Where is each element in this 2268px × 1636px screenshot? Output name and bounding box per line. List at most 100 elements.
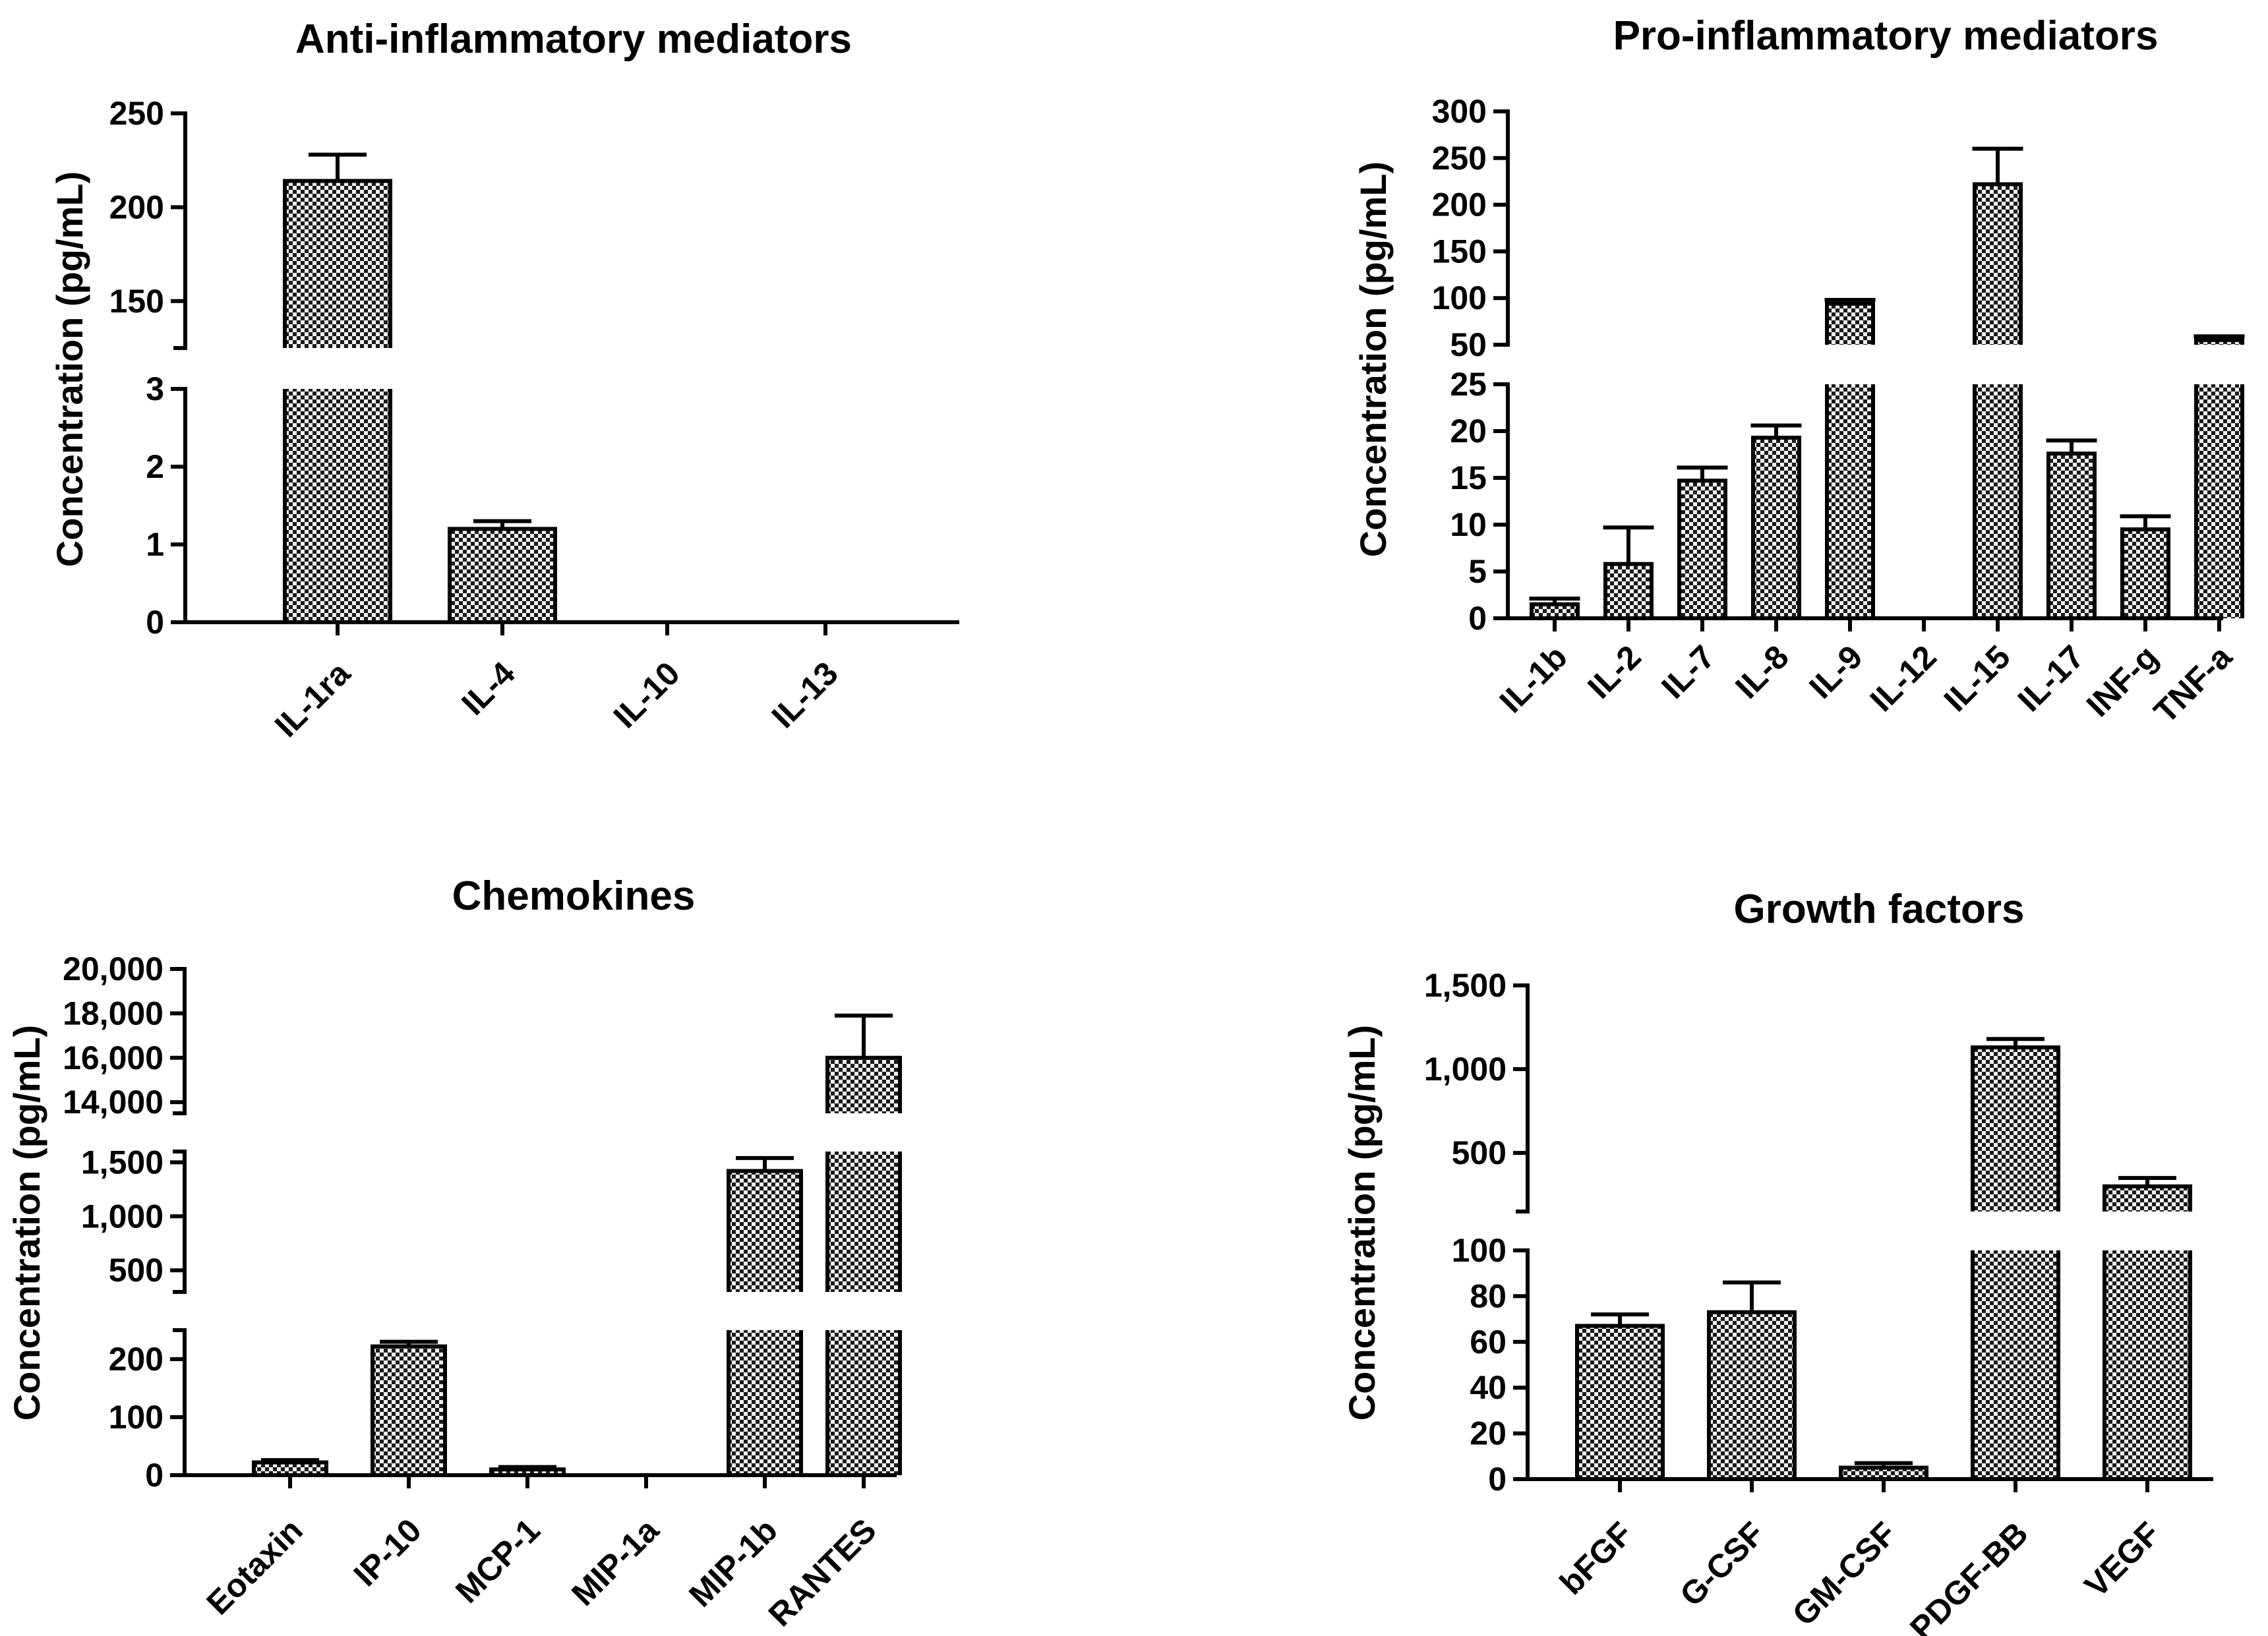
x-tick-label-mcp-1: MCP-1 [448, 1511, 547, 1610]
x-tick-label-il-10: IL-10 [607, 655, 687, 735]
x-tick-label-il-2: IL-2 [1580, 638, 1648, 705]
bar-tnf-a-segment-1 [2196, 384, 2242, 618]
y-tick-label-200: 200 [109, 1341, 164, 1378]
bar-il-9-segment-1 [1827, 384, 1873, 618]
y-tick-label-0: 0 [146, 604, 164, 641]
y-tick-label-1000: 1,000 [81, 1198, 164, 1235]
y-tick-label-16000: 16,000 [63, 1039, 164, 1076]
x-tick-label-tnf-a: TNF-a [2147, 637, 2240, 730]
x-tick-label-il-7: IL-7 [1654, 638, 1721, 705]
bar-il-8 [1753, 437, 1799, 618]
bar-eotaxin [254, 1462, 326, 1475]
y-tick-label-25: 25 [1450, 366, 1487, 403]
y-axis-label: Concentration (pg/mL) [6, 1025, 47, 1420]
y-tick-label-500: 500 [109, 1252, 164, 1289]
bar-mcp-1 [491, 1469, 564, 1475]
y-tick-label-50: 50 [1450, 326, 1487, 363]
y-tick-label-18000: 18,000 [63, 995, 164, 1032]
y-axis-label: Concentration (pg/mL) [1341, 1025, 1383, 1420]
chart-title: Growth factors [1734, 887, 2025, 932]
y-tick-label-1000: 1,000 [1424, 1051, 1507, 1088]
bar-pdgf-bb-segment-1 [1973, 1250, 2058, 1479]
y-tick-label-250: 250 [109, 95, 164, 132]
bar-il-1ra-segment-1 [285, 389, 390, 622]
y-tick-label-250: 250 [1432, 140, 1487, 177]
bar-il-15-segment-2 [1975, 184, 2021, 345]
bar-il-15-segment-1 [1975, 384, 2021, 618]
bar-rantes-segment-3 [827, 1057, 900, 1113]
bar-vegf-segment-1 [2104, 1250, 2190, 1479]
y-tick-label-0: 0 [1468, 600, 1487, 637]
bar-vegf-segment-2 [2104, 1186, 2190, 1212]
y-tick-label-100: 100 [1452, 1232, 1507, 1269]
x-tick-label-mip-1a: MIP-1a [564, 1511, 666, 1612]
x-tick-label-il-9: IL-9 [1802, 638, 1869, 705]
chart-panel-1: Anti-inflammatory mediators Concentration… [49, 16, 959, 744]
bar-rantes-segment-1 [827, 1330, 900, 1475]
y-tick-label-0: 0 [1488, 1461, 1507, 1498]
y-tick-label-500: 500 [1452, 1134, 1507, 1171]
y-tick-label-0: 0 [145, 1457, 164, 1494]
y-tick-label-100: 100 [109, 1399, 164, 1436]
x-tick-label-il-4: IL-4 [454, 655, 522, 722]
bar-rantes-segment-2 [827, 1152, 900, 1292]
x-tick-label-rantes: RANTES [761, 1511, 883, 1633]
bar-il-2 [1605, 564, 1652, 618]
bar-ip-10 [373, 1346, 445, 1475]
bar-pdgf-bb-segment-2 [1973, 1047, 2058, 1212]
y-tick-label-40: 40 [1470, 1369, 1507, 1406]
x-tick-label-il-12: IL-12 [1863, 638, 1944, 718]
y-tick-label-150: 150 [109, 283, 164, 320]
y-axis-label: Concentration (pg/mL) [1352, 161, 1394, 557]
bar-g-csf [1709, 1312, 1795, 1479]
y-tick-label-20000: 20,000 [63, 950, 164, 987]
bar-mip-1b-segment-2 [729, 1171, 801, 1292]
x-tick-label-ip-10: IP-10 [347, 1511, 429, 1593]
chart-panel-3: Chemokines Concentration (pg/mL) Eotaxin IP… [6, 873, 902, 1633]
bar-il-17 [2048, 453, 2095, 618]
x-tick-label-il-17: IL-17 [2011, 638, 2091, 718]
x-tick-label-inf-g: INF-g [2079, 638, 2165, 724]
x-tick-label-bfgf: bFGF [1553, 1515, 1640, 1602]
y-tick-label-3: 3 [146, 370, 164, 407]
chart-panel-2: Pro-inflammatory mediators Concentration … [1352, 13, 2245, 730]
chart-title: Chemokines [452, 873, 696, 919]
y-tick-label-200: 200 [109, 189, 164, 225]
x-tick-label-gm-csf: GM-CSF [1785, 1515, 1903, 1633]
y-tick-label-100: 100 [1432, 279, 1487, 316]
y-tick-label-1: 1 [146, 526, 164, 563]
y-axis-label: Concentration (pg/mL) [49, 171, 90, 567]
bar-il-9-segment-2 [1827, 303, 1873, 345]
chart-panel-4: Growth factors Concentration (pg/mL) bFGF G… [1341, 887, 2213, 1636]
x-tick-label-mip-1b: MIP-1b [682, 1511, 784, 1614]
x-tick-label-vegf: VEGF [2077, 1515, 2167, 1604]
bar-il-1b [1532, 604, 1578, 618]
y-tick-label-10: 10 [1450, 506, 1487, 543]
bar-bfgf [1577, 1326, 1663, 1479]
x-tick-label-il-1ra: IL-1ra [268, 654, 358, 744]
y-tick-label-1500: 1,500 [81, 1144, 164, 1181]
y-tick-label-20: 20 [1450, 413, 1487, 450]
bar-il-7 [1679, 481, 1725, 618]
y-tick-label-1500: 1,500 [1424, 967, 1507, 1004]
y-tick-label-60: 60 [1470, 1324, 1507, 1360]
x-tick-label-g-csf: G-CSF [1673, 1515, 1772, 1614]
y-tick-label-20: 20 [1470, 1415, 1507, 1452]
x-tick-label-il-1b: IL-1b [1493, 638, 1574, 720]
bar-il-1ra-segment-2 [285, 181, 390, 348]
y-tick-label-200: 200 [1432, 187, 1487, 223]
x-tick-label-il-15: IL-15 [1937, 638, 2017, 718]
y-tick-label-5: 5 [1468, 553, 1487, 590]
bar-mip-1b-segment-1 [729, 1330, 801, 1475]
chart-title: Anti-inflammatory mediators [295, 16, 852, 62]
x-tick-label-il-8: IL-8 [1728, 638, 1795, 705]
bar-inf-g [2122, 529, 2168, 618]
y-tick-label-14000: 14,000 [63, 1084, 164, 1121]
y-tick-label-2: 2 [146, 448, 164, 485]
y-tick-label-150: 150 [1432, 233, 1487, 270]
bar-il-4 [450, 529, 555, 622]
bar-gm-csf [1841, 1467, 1926, 1479]
x-tick-label-pdgf-bb: PDGF-BB [1903, 1515, 2035, 1636]
x-tick-label-il-13: IL-13 [765, 655, 845, 735]
